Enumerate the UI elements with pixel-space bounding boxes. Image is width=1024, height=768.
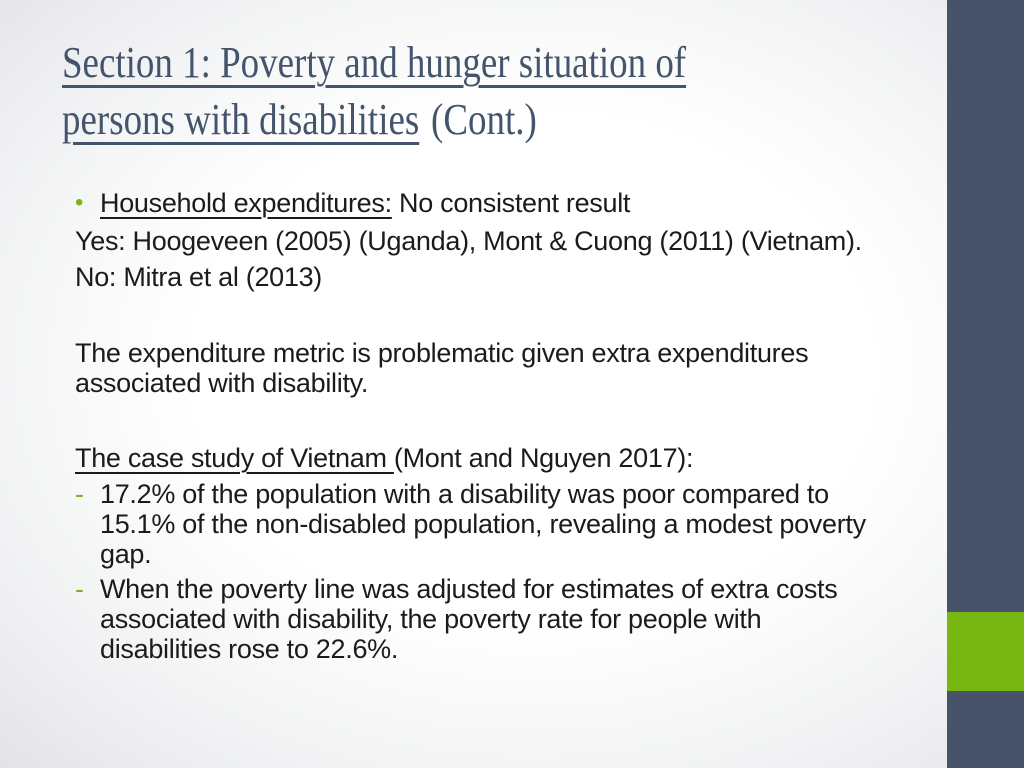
dash-item-adjusted-poverty-line-line-2: associated with disability, the poverty …: [100, 604, 762, 634]
slide-body: • Household expenditures: No consistent …: [75, 188, 905, 664]
household-expenditures-underlined: Household expenditures:: [100, 188, 392, 218]
paragraph-expenditure-metric-line-1: The expenditure metric is problematic gi…: [75, 338, 809, 368]
slide-title-line-2-underlined: persons with disabilities: [62, 95, 420, 144]
dash-item-adjusted-poverty-line: - When the poverty line was adjusted for…: [75, 574, 905, 664]
dash-item-adjusted-poverty-line-text: When the poverty line was adjusted for e…: [100, 574, 838, 664]
green-accent-square: [947, 612, 1024, 691]
slide-title-line-1: Section 1: Poverty and hunger situation …: [62, 34, 686, 91]
line-case-study-vietnam: The case study of Vietnam (Mont and Nguy…: [75, 443, 905, 473]
case-study-underlined: The case study of Vietnam: [75, 443, 394, 473]
dash-item-poverty-gap-line-1: 17.2% of the population with a disabilit…: [100, 479, 829, 509]
paragraph-expenditure-metric-line-2: associated with disability.: [75, 368, 369, 398]
slide-title: Section 1: Poverty and hunger situation …: [62, 34, 805, 148]
slide-title-line-2: persons with disabilities (Cont.): [62, 91, 686, 148]
right-accent-bar: [947, 0, 1024, 768]
bullet-item-text: Household expenditures: No consistent re…: [100, 188, 630, 218]
dash-item-poverty-gap-line-3: gap.: [100, 539, 152, 569]
household-expenditures-rest: No consistent result: [391, 188, 631, 218]
dash-icon: -: [75, 479, 84, 509]
bullet-item-household-expenditures: • Household expenditures: No consistent …: [75, 188, 905, 218]
line-no-studies: No: Mitra et al (2013): [75, 262, 322, 292]
dash-item-poverty-gap: - 17.2% of the population with a disabil…: [75, 479, 905, 569]
paragraph-expenditure-metric: The expenditure metric is problematic gi…: [75, 338, 905, 398]
dash-icon: -: [75, 574, 84, 604]
bullet-icon: •: [75, 189, 84, 216]
line-yes-studies: Yes: Hoogeveen (2005) (Uganda), Mont & C…: [75, 226, 862, 256]
dash-item-poverty-gap-line-2: 15.1% of the non-disabled population, re…: [100, 509, 866, 539]
slide-title-cont-label: (Cont.): [431, 95, 537, 144]
slide-title-line-1-text: Section 1: Poverty and hunger situation …: [62, 38, 687, 87]
dash-item-adjusted-poverty-line-line-3: disabilities rose to 22.6%.: [100, 634, 399, 664]
dash-item-adjusted-poverty-line-line-1: When the poverty line was adjusted for e…: [100, 574, 838, 604]
dash-item-poverty-gap-text: 17.2% of the population with a disabilit…: [100, 479, 866, 569]
case-study-rest: (Mont and Nguyen 2017):: [393, 443, 694, 473]
